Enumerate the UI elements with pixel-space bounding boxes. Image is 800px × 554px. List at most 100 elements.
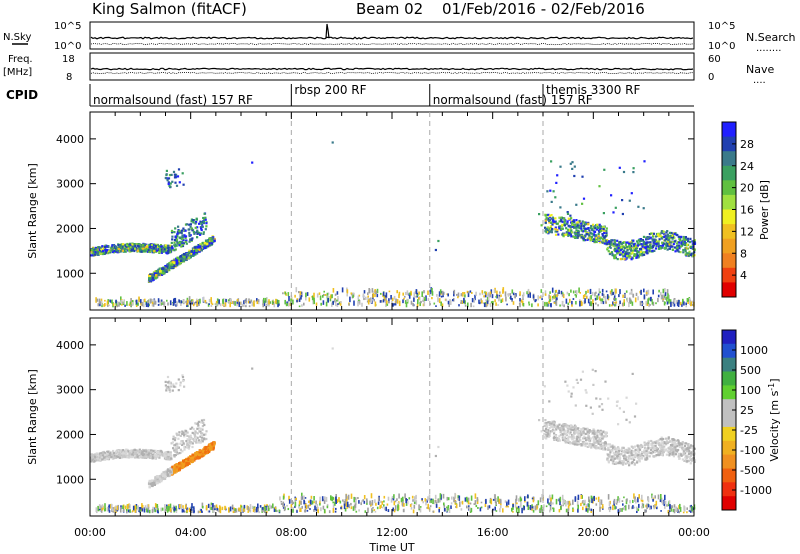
scatter-cell <box>185 461 188 465</box>
scatter-cell <box>595 228 598 231</box>
scatter-cell <box>331 302 333 307</box>
scatter-cell <box>383 504 385 507</box>
scatter-cell <box>641 254 644 257</box>
scatter-cell <box>464 304 467 307</box>
scatter-cell <box>100 250 103 253</box>
scatter-cell <box>182 183 185 186</box>
scatter-cell <box>111 451 114 454</box>
scatter-cell <box>614 291 616 296</box>
scatter-cell <box>622 255 625 258</box>
scatter-cell <box>134 247 137 250</box>
scatter-cell <box>631 251 634 254</box>
scatter-cell <box>303 302 305 306</box>
scatter-cell <box>357 301 359 307</box>
scatter-cell <box>568 293 570 297</box>
scatter-cell <box>495 295 497 298</box>
scatter-cell <box>510 295 512 300</box>
scatter-cell <box>667 245 670 248</box>
scatter-cell <box>546 228 549 231</box>
scatter-cell <box>478 299 480 304</box>
scatter-cell <box>380 500 382 504</box>
scatter-cell <box>298 305 301 308</box>
scatter-cell <box>256 300 259 305</box>
scatter-cell <box>662 298 664 301</box>
scatter-cell <box>313 501 315 504</box>
scatter-cell <box>554 196 557 199</box>
scatter-cell <box>622 245 625 249</box>
scatter-cell <box>184 240 187 244</box>
scatter-cell <box>577 224 581 227</box>
scatter-cell <box>196 300 199 305</box>
scatter-cell <box>109 250 112 253</box>
scatter-cell <box>165 452 168 455</box>
scatter-cell <box>249 509 252 513</box>
scatter-cell <box>358 500 360 504</box>
scatter-cell <box>160 271 164 274</box>
scatter-cell <box>280 503 283 505</box>
scatter-cell <box>306 292 309 296</box>
scatter-cell <box>457 495 459 499</box>
scatter-cell <box>155 276 158 279</box>
ytick-label: 1000 <box>56 267 84 280</box>
scatter-cell <box>637 256 640 259</box>
scatter-cell <box>192 303 195 307</box>
scatter-cell <box>346 506 348 509</box>
scatter-cell <box>626 249 629 252</box>
scatter-cell <box>670 231 673 235</box>
scatter-cell <box>671 236 674 239</box>
scatter-cell <box>643 160 646 163</box>
ytick-label: 4000 <box>56 133 84 146</box>
scatter-cell <box>239 507 242 513</box>
scatter-cell <box>327 292 330 295</box>
scatter-cell <box>648 302 650 308</box>
scatter-cell <box>563 233 566 236</box>
scatter-cell <box>409 504 412 507</box>
scatter-cell <box>418 504 420 510</box>
scatter-cell <box>678 244 681 247</box>
scatter-cell <box>140 302 142 306</box>
scatter-cell <box>129 250 132 253</box>
scatter-cell <box>167 181 170 184</box>
scatter-cell <box>157 298 160 303</box>
scatter-cell <box>327 295 329 300</box>
scatter-cell <box>541 295 543 299</box>
scatter-cell <box>183 510 186 513</box>
scatter-cell <box>554 294 557 300</box>
scatter-cell <box>146 246 149 249</box>
scatter-cell <box>138 244 141 247</box>
scatter-cell <box>115 450 118 453</box>
scatter-cell <box>158 477 162 480</box>
scatter-cell <box>319 295 322 301</box>
scatter-cell <box>688 240 691 244</box>
scatter-cell <box>111 299 113 304</box>
scatter-cell <box>616 250 619 253</box>
scatter-cell <box>150 298 152 304</box>
scatter-cell <box>415 295 417 298</box>
scatter-cell <box>639 247 643 250</box>
scatter-cell <box>571 223 574 226</box>
scatter-cell <box>162 474 165 477</box>
scatter-cell <box>129 454 132 457</box>
scatter-cell <box>385 292 388 298</box>
scatter-cell <box>140 455 143 458</box>
scatter-cell <box>514 294 516 299</box>
scatter-cell <box>375 502 377 506</box>
scatter-cell <box>680 242 683 245</box>
scatter-cell <box>318 292 321 295</box>
scatter-cell <box>170 263 174 267</box>
scatter-cell <box>355 498 357 504</box>
scatter-cell <box>664 302 666 304</box>
scatter-cell <box>652 289 654 295</box>
scatter-cell <box>561 293 564 297</box>
scatter-cell <box>457 498 460 501</box>
scatter-cell <box>555 222 558 225</box>
cpid-segment-label: normalsound (fast) 157 RF <box>93 93 253 107</box>
scatter-cell <box>559 206 562 209</box>
scatter-cell <box>131 302 134 306</box>
scatter-cell <box>140 244 143 247</box>
scatter-cell <box>667 240 670 243</box>
scatter-cell <box>638 494 640 499</box>
scatter-cell <box>590 295 592 300</box>
scatter-cell <box>593 495 595 502</box>
scatter-cell <box>371 288 374 293</box>
